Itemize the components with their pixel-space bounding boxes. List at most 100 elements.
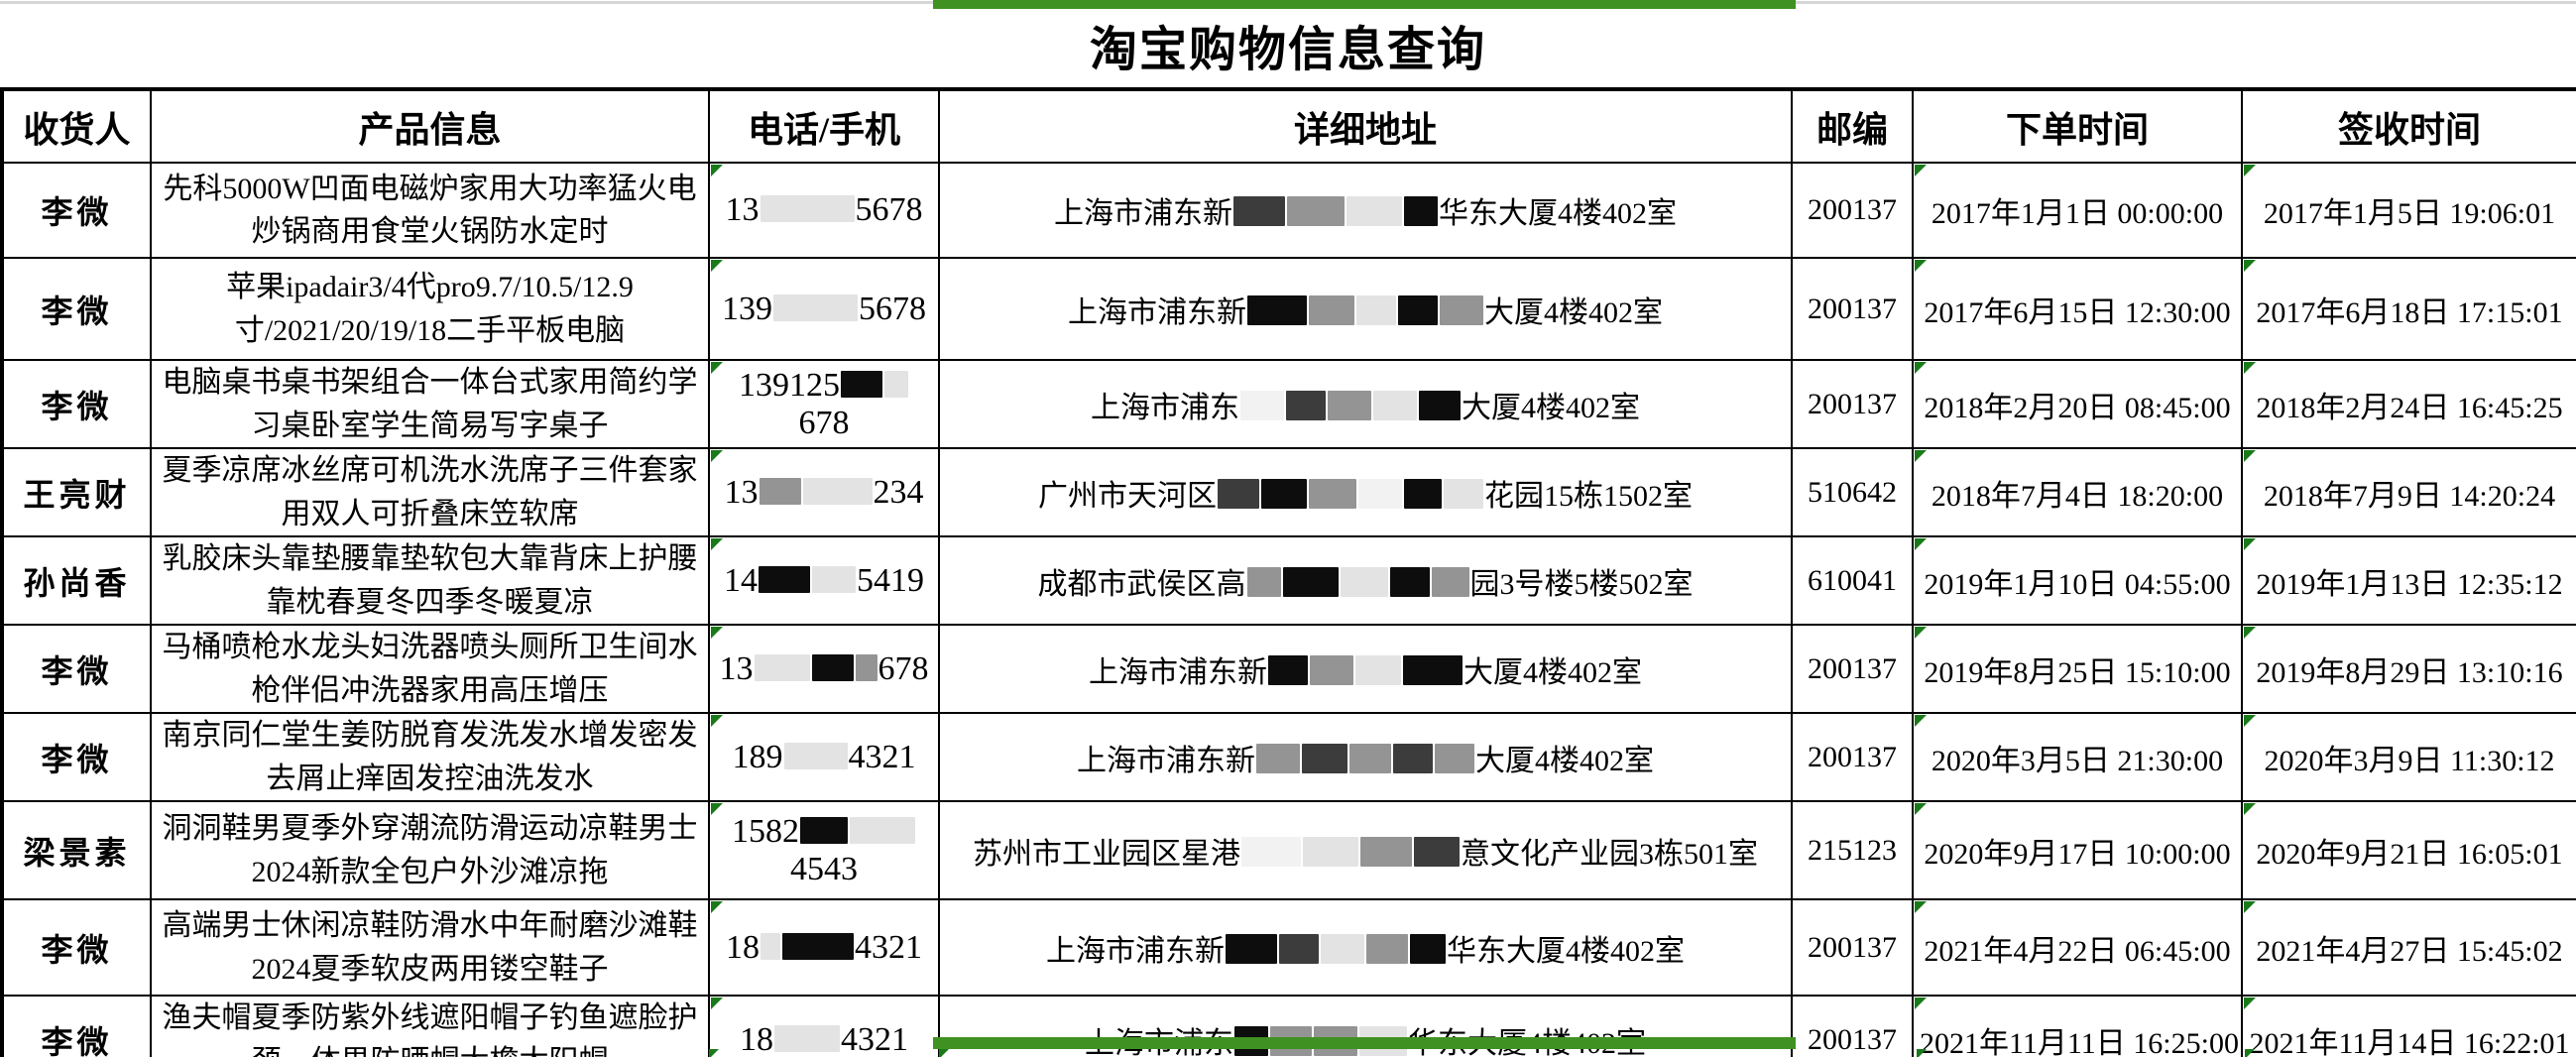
address-cell[interactable]: 苏州市工业园区星港 意文化产业园3栋501室	[938, 800, 1793, 900]
recipient-cell[interactable]: 李微	[1, 359, 152, 449]
phone-cell[interactable]: 139125678	[708, 359, 940, 449]
redaction-box	[1410, 933, 1446, 964]
product-cell[interactable]: 马桶喷枪水龙头妇洗器喷头厕所卫生间水枪伴侣冲洗器家用高压增压	[150, 624, 710, 714]
sign-time-cell[interactable]: 2019年1月13日 12:35:12	[2241, 535, 2576, 626]
redaction-box	[1404, 196, 1438, 226]
visible-text-left: 18	[726, 928, 760, 966]
postal-cell[interactable]: 510642	[1791, 447, 1914, 537]
redaction-box	[1309, 478, 1356, 509]
col-header-phone[interactable]: 电话/手机	[708, 88, 940, 164]
sign-time-cell[interactable]: 2017年6月18日 17:15:01	[2241, 257, 2576, 361]
order-time-text: 2019年1月10日 04:55:00	[1924, 567, 2231, 601]
address-cell[interactable]: 上海市浦东新 华东大厦4楼402室	[938, 162, 1793, 259]
redaction-box	[841, 370, 882, 398]
address-cell[interactable]: 上海市浦东新 大厦4楼402室	[938, 257, 1793, 361]
recipient-cell[interactable]: 李微	[1, 162, 152, 259]
sign-time-cell[interactable]: 2020年3月9日 11:30:12	[2241, 712, 2576, 802]
corner-mark-icon	[2244, 450, 2256, 462]
corner-mark-icon	[2244, 998, 2256, 1009]
table-row: 李微 苹果ipadair3/4代pro9.7/10.5/12.9寸/2021/20…	[1, 257, 2576, 361]
redaction-box	[884, 370, 908, 398]
address-cell[interactable]: 广州市天河区 花园15栋1502室	[938, 447, 1793, 537]
sign-time-cell[interactable]: 2018年7月9日 14:20:24	[2241, 447, 2576, 537]
col-header-order-time[interactable]: 下单时间	[1912, 88, 2243, 164]
col-header-recipient[interactable]: 收货人	[1, 88, 152, 164]
product-cell[interactable]: 高端男士休闲凉鞋防滑水中年耐磨沙滩鞋2024夏季软皮两用镂空鞋子	[150, 898, 710, 997]
postal-cell[interactable]: 200137	[1791, 359, 1914, 449]
order-time-cell[interactable]: 2018年2月20日 08:45:00	[1912, 359, 2243, 449]
product-cell[interactable]: 苹果ipadair3/4代pro9.7/10.5/12.9寸/2021/20/1…	[150, 257, 710, 361]
phone-cell[interactable]: 13 5678	[708, 162, 940, 259]
table-row: 孙尚香 乳胶床头靠垫腰靠垫软包大靠背床上护腰靠枕春夏冬四季冬暖夏凉 14 5419 成都…	[1, 535, 2576, 626]
redaction-box	[1431, 566, 1469, 597]
order-time-cell[interactable]: 2017年6月15日 12:30:00	[1912, 257, 2243, 361]
redaction-box	[1321, 933, 1364, 964]
postal-cell[interactable]: 200137	[1791, 624, 1914, 714]
phone-cell[interactable]: 18 4321	[708, 995, 940, 1057]
visible-text-right: 大厦4楼402室	[1484, 295, 1663, 329]
order-time-cell[interactable]: 2018年7月4日 18:20:00	[1912, 447, 2243, 537]
redaction-box	[1302, 743, 1347, 773]
postal-cell[interactable]: 200137	[1791, 162, 1914, 259]
sign-time-cell[interactable]: 2018年2月24日 16:45:25	[2241, 359, 2576, 449]
product-cell[interactable]: 洞洞鞋男夏季外穿潮流防滑运动凉鞋男士2024新款全包户外沙滩凉拖	[150, 800, 710, 900]
sign-time-text: 2019年8月29日 13:10:16	[2256, 655, 2563, 689]
recipient-cell[interactable]: 梁景素	[1, 800, 152, 900]
sign-time-cell[interactable]: 2019年8月29日 13:10:16	[2241, 624, 2576, 714]
product-cell[interactable]: 乳胶床头靠垫腰靠垫软包大靠背床上护腰靠枕春夏冬四季冬暖夏凉	[150, 535, 710, 626]
redaction-box	[1349, 743, 1391, 773]
postal-cell[interactable]: 200137	[1791, 898, 1914, 997]
phone-cell[interactable]: 14 5419	[708, 535, 940, 626]
sign-time-cell[interactable]: 2021年11月14日 16:22:01	[2241, 995, 2576, 1057]
col-header-sign-time[interactable]: 签收时间	[2241, 88, 2576, 164]
orders-table: 收货人 产品信息 电话/手机 详细地址 邮编 下单时间 签收时间 李微 先科500…	[0, 87, 2576, 1057]
sign-time-cell[interactable]: 2021年4月27日 15:45:02	[2241, 898, 2576, 997]
recipient-cell[interactable]: 李微	[1, 898, 152, 997]
visible-text-left: 上海市浦东新	[1054, 197, 1232, 230]
address-cell[interactable]: 上海市浦东新 大厦4楼402室	[938, 712, 1793, 802]
phone-cell[interactable]: 15824543	[708, 800, 940, 900]
phone-cell[interactable]: 18 4321	[708, 898, 940, 997]
phone-cell[interactable]: 139 5678	[708, 257, 940, 361]
recipient-cell[interactable]: 王亮财	[1, 447, 152, 537]
address-cell[interactable]: 上海市浦东新 华东大厦4楼402室	[938, 898, 1793, 997]
col-header-product[interactable]: 产品信息	[150, 88, 710, 164]
redaction-box	[1303, 836, 1358, 867]
product-cell[interactable]: 先科5000W凹面电磁炉家用大功率猛火电炒锅商用食堂火锅防水定时	[150, 162, 710, 259]
product-cell[interactable]: 渔夫帽夏季防紫外线遮阳帽子钓鱼遮脸护颈一体男防晒帽大檐太阳帽	[150, 995, 710, 1057]
product-cell[interactable]: 夏季凉席冰丝席可机洗水洗席子三件套家用双人可折叠床笠软席	[150, 447, 710, 537]
sign-time-cell[interactable]: 2017年1月5日 19:06:01	[2241, 162, 2576, 259]
sign-time-cell[interactable]: 2020年9月21日 16:05:01	[2241, 800, 2576, 900]
postal-cell[interactable]: 610041	[1791, 535, 1914, 626]
col-header-address[interactable]: 详细地址	[938, 88, 1793, 164]
phone-cell[interactable]: 13 678	[708, 624, 940, 714]
postal-cell[interactable]: 200137	[1791, 995, 1914, 1057]
order-time-cell[interactable]: 2021年4月22日 06:45:00	[1912, 898, 2243, 997]
recipient-cell[interactable]: 李微	[1, 257, 152, 361]
corner-mark-icon	[711, 362, 723, 374]
postal-cell[interactable]: 200137	[1791, 257, 1914, 361]
address-cell[interactable]: 上海市浦东 大厦4楼402室	[938, 359, 1793, 449]
order-time-cell[interactable]: 2020年3月5日 21:30:00	[1912, 712, 2243, 802]
address-cell[interactable]: 成都市武侯区高 园3号楼5楼502室	[938, 535, 1793, 626]
recipient-cell[interactable]: 李微	[1, 624, 152, 714]
redaction-box	[1340, 566, 1388, 597]
redaction-box	[1356, 294, 1396, 325]
redaction-box	[1247, 294, 1307, 325]
order-time-cell[interactable]: 2021年11月11日 16:25:00	[1912, 995, 2243, 1057]
order-time-cell[interactable]: 2019年8月25日 15:10:00	[1912, 624, 2243, 714]
address-cell[interactable]: 上海市浦东新 大厦4楼402室	[938, 624, 1793, 714]
recipient-cell[interactable]: 孙尚香	[1, 535, 152, 626]
recipient-cell[interactable]: 李微	[1, 995, 152, 1057]
order-time-cell[interactable]: 2017年1月1日 00:00:00	[1912, 162, 2243, 259]
order-time-cell[interactable]: 2020年9月17日 10:00:00	[1912, 800, 2243, 900]
order-time-cell[interactable]: 2019年1月10日 04:55:00	[1912, 535, 2243, 626]
phone-cell[interactable]: 189 4321	[708, 712, 940, 802]
postal-cell[interactable]: 215123	[1791, 800, 1914, 900]
col-header-postal[interactable]: 邮编	[1791, 88, 1914, 164]
product-cell[interactable]: 南京同仁堂生姜防脱育发洗发水增发密发去屑止痒固发控油洗发水	[150, 712, 710, 802]
postal-cell[interactable]: 200137	[1791, 712, 1914, 802]
recipient-cell[interactable]: 李微	[1, 712, 152, 802]
phone-cell[interactable]: 13 234	[708, 447, 940, 537]
product-cell[interactable]: 电脑桌书桌书架组合一体台式家用简约学习桌卧室学生简易写字桌子	[150, 359, 710, 449]
